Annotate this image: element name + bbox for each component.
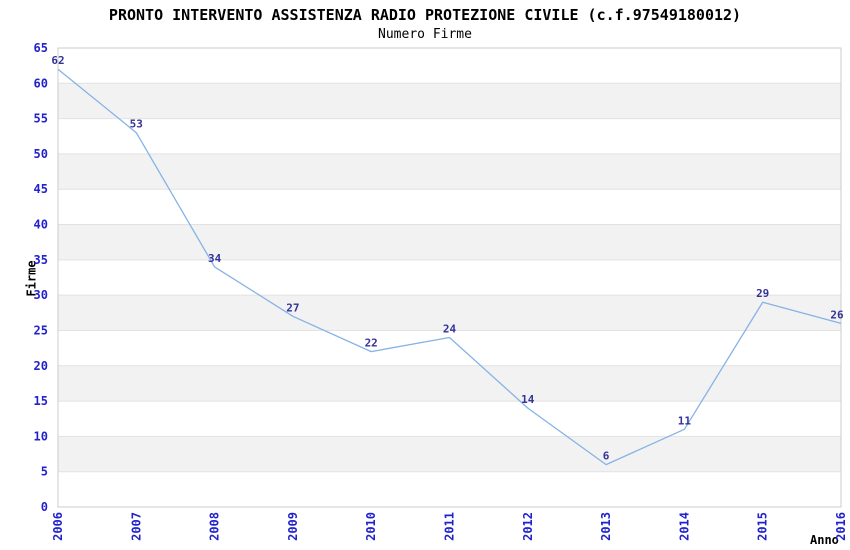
y-tick-label: 15 xyxy=(34,394,48,408)
x-tick-label: 2016 xyxy=(834,512,848,541)
x-tick-label: 2014 xyxy=(677,512,691,541)
x-tick-label: 2006 xyxy=(51,512,65,541)
plot-band xyxy=(58,365,841,402)
x-tick-label: 2007 xyxy=(129,512,143,541)
y-tick-label: 0 xyxy=(41,500,48,514)
chart-subtitle: Numero Firme xyxy=(378,27,472,42)
point-label: 62 xyxy=(51,54,64,67)
point-label: 6 xyxy=(603,450,610,463)
plot-band xyxy=(58,436,841,472)
x-axis-label: Anno xyxy=(810,533,839,547)
y-tick-label: 60 xyxy=(34,76,48,90)
y-tick-label: 50 xyxy=(34,147,48,161)
point-label: 26 xyxy=(830,308,844,321)
y-tick-label: 35 xyxy=(34,253,48,267)
y-tick-label: 45 xyxy=(34,182,48,196)
y-tick-label: 10 xyxy=(34,429,48,443)
plot-band xyxy=(58,83,841,119)
point-label: 27 xyxy=(286,301,299,314)
point-label: 14 xyxy=(521,393,535,406)
y-tick-label: 40 xyxy=(34,218,48,232)
point-label: 11 xyxy=(678,414,692,427)
y-tick-label: 65 xyxy=(34,41,48,55)
y-tick-label: 20 xyxy=(34,359,48,373)
point-label: 22 xyxy=(365,337,378,350)
x-tick-label: 2009 xyxy=(286,512,300,541)
point-label: 29 xyxy=(756,287,769,300)
point-label: 34 xyxy=(208,252,222,265)
x-tick-label: 2012 xyxy=(521,512,535,541)
plot-band xyxy=(58,153,841,190)
plot-band xyxy=(58,224,841,260)
plot-band xyxy=(58,295,841,331)
chart-title: PRONTO INTERVENTO ASSISTENZA RADIO PROTE… xyxy=(108,6,742,24)
point-label: 53 xyxy=(130,118,143,131)
y-tick-label: 30 xyxy=(34,288,48,302)
point-label: 24 xyxy=(443,323,457,336)
y-tick-label: 5 xyxy=(41,465,48,479)
x-tick-label: 2011 xyxy=(443,512,457,541)
x-tick-label: 2015 xyxy=(756,512,770,541)
y-tick-label: 55 xyxy=(34,112,48,126)
y-tick-label: 25 xyxy=(34,323,48,337)
x-tick-label: 2013 xyxy=(599,512,613,541)
data-line xyxy=(57,68,842,466)
x-tick-label: 2008 xyxy=(208,512,222,541)
x-tick-label: 2010 xyxy=(364,512,378,541)
plot-border xyxy=(57,47,842,508)
